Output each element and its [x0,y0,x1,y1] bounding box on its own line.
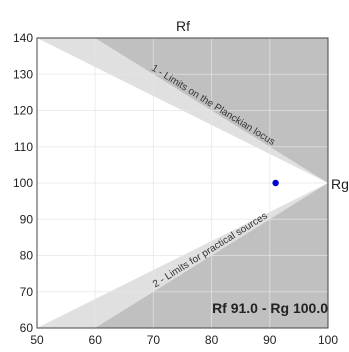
x-tick-label: 60 [89,333,103,347]
plot-frame [36,37,329,329]
y-tick-label: 120 [13,104,33,118]
rf-rg-readout: Rf 91.0 - Rg 100.0 [212,300,328,316]
y-tick-label: 80 [20,249,34,263]
right-axis-label: Rg [331,176,349,192]
y-tick-label: 140 [13,31,33,45]
chart-title: Rf [176,18,190,34]
y-tick-label: 110 [14,140,33,154]
x-tick-label: 80 [205,333,219,347]
data-point [272,179,279,187]
y-tick-label: 90 [20,212,34,226]
x-tick-label: 90 [263,333,277,347]
y-tick-label: 130 [13,67,33,81]
y-tick-label: 70 [20,285,34,299]
y-tick-label: 100 [13,176,33,190]
x-tick-label: 100 [318,333,338,347]
x-tick-label: 70 [147,333,161,347]
x-tick-label: 50 [30,333,44,347]
y-tick-label: 60 [20,321,34,335]
